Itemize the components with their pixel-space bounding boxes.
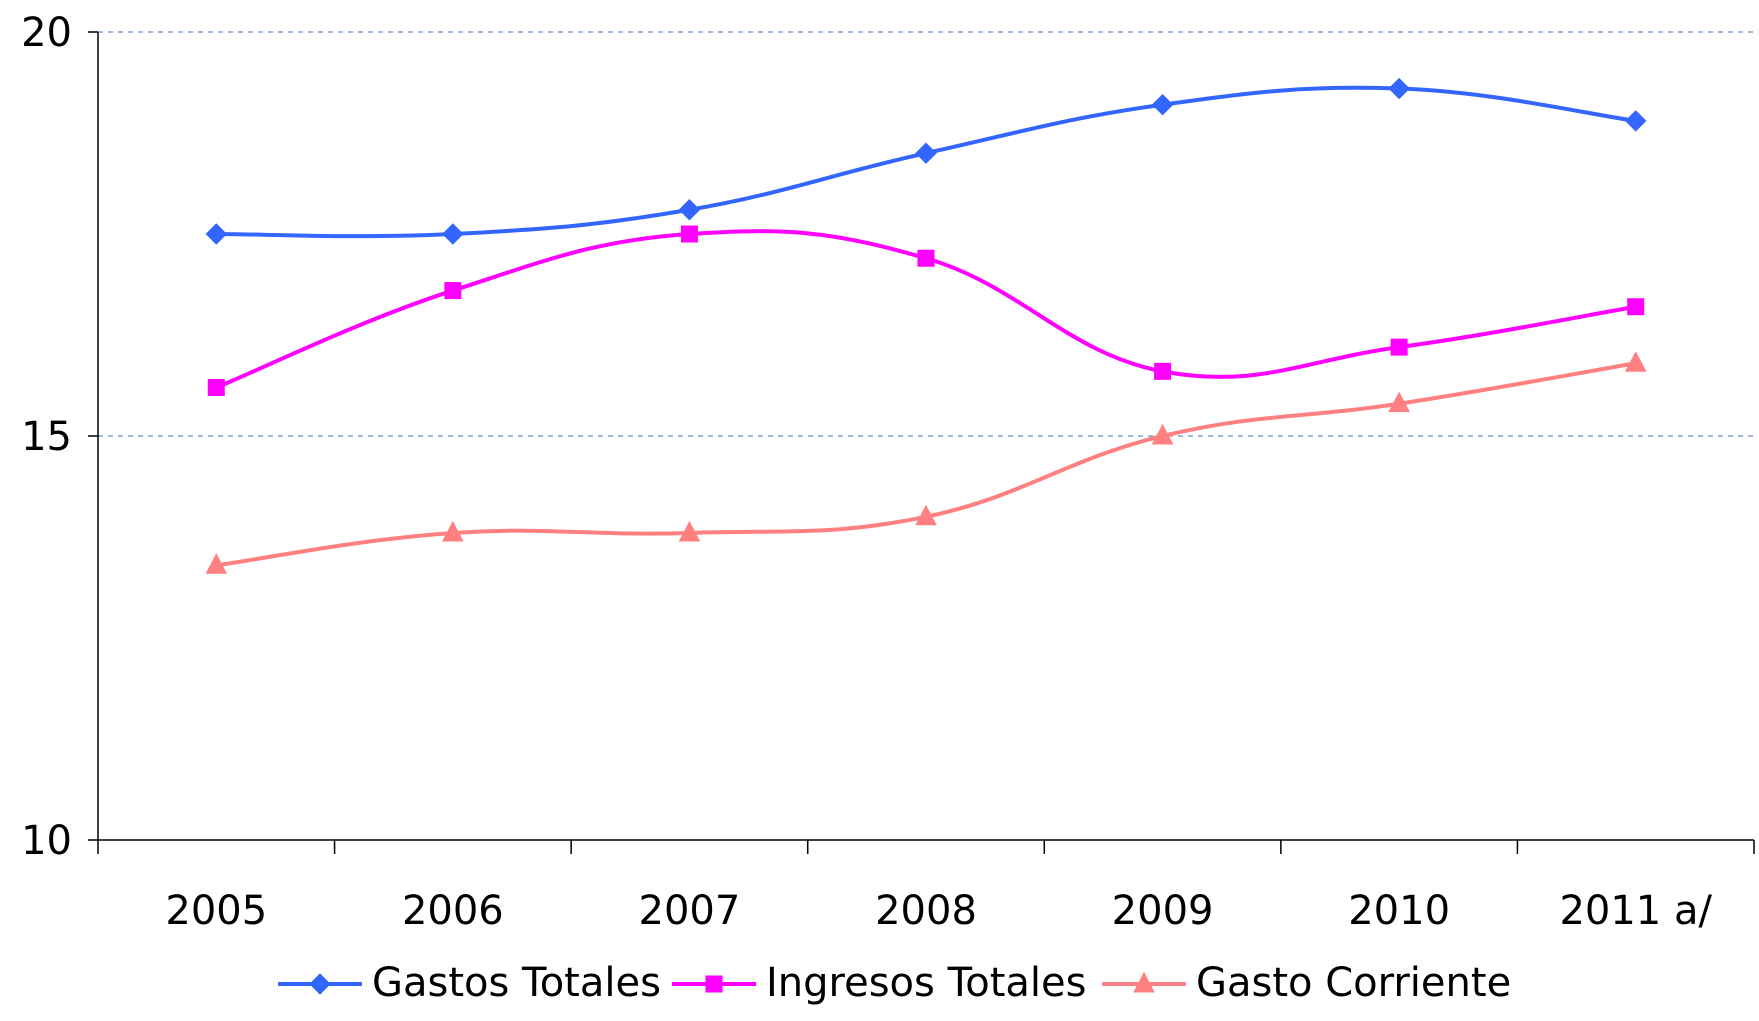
data-point-gastos-totales (205, 223, 227, 245)
data-point-gastos-totales (915, 142, 937, 164)
data-point-gasto-corriente (1624, 351, 1647, 372)
y-tick-labels: 10 15 20 (21, 10, 72, 864)
legend-label: Gasto Corriente (1196, 960, 1511, 1006)
legend-item-ingresos-totales: Ingresos Totales (672, 960, 1086, 1006)
legend-marker-diamond (309, 973, 331, 995)
data-point-gastos-totales (1151, 94, 1174, 116)
data-point-ingresos-totales (917, 249, 935, 267)
data-point-gastos-totales (1625, 110, 1647, 132)
data-point-gasto-corriente (1151, 423, 1174, 445)
legend-item-gastos-totales: Gastos Totales (278, 960, 661, 1006)
y-tick-label: 20 (21, 10, 72, 56)
x-tick-label: 2006 (402, 888, 504, 934)
data-point-ingresos-totales (207, 379, 225, 397)
axes (88, 31, 1755, 854)
data-point-gastos-totales (1388, 77, 1410, 100)
data-point-ingresos-totales (444, 282, 462, 300)
series-group (205, 77, 1647, 574)
y-tick-label: 15 (21, 414, 72, 460)
data-point-ingresos-totales (1390, 338, 1408, 356)
data-point-gasto-corriente (442, 520, 464, 542)
y-tick-label: 10 (21, 818, 72, 864)
legend-label: Ingresos Totales (766, 960, 1086, 1006)
legend-marker-square (705, 975, 723, 993)
legend: Gastos Totales Ingresos Totales Gasto Corr… (278, 960, 1511, 1006)
x-tick-label: 2008 (875, 888, 977, 934)
series-line-gasto-corriente (216, 361, 1637, 568)
x-tick-labels: 2005 2006 2007 2008 2009 2010 2011 a/ (165, 888, 1712, 934)
data-point-gastos-totales (442, 223, 464, 245)
data-point-gastos-totales (678, 199, 701, 221)
series-gastos-totales (205, 77, 1647, 245)
series-gasto-corriente (205, 351, 1647, 574)
legend-item-gasto-corriente: Gasto Corriente (1102, 960, 1511, 1006)
data-point-ingresos-totales (1154, 362, 1172, 380)
data-point-gasto-corriente (678, 520, 701, 542)
grid-lines (98, 31, 1754, 437)
data-point-gasto-corriente (205, 553, 228, 574)
series-ingresos-totales (207, 225, 1645, 397)
x-tick-label: 2007 (639, 888, 741, 934)
x-tick-label: 2011 a/ (1559, 888, 1712, 934)
data-point-ingresos-totales (1627, 298, 1645, 316)
legend-label: Gastos Totales (372, 960, 661, 1006)
data-point-gasto-corriente (1388, 391, 1410, 413)
x-tick-label: 2010 (1348, 888, 1450, 934)
data-point-gasto-corriente (915, 504, 937, 526)
legend-marker-triangle (1133, 971, 1155, 993)
x-tick-label: 2005 (165, 888, 267, 934)
x-tick-label: 2009 (1112, 888, 1214, 934)
data-point-ingresos-totales (680, 225, 698, 243)
